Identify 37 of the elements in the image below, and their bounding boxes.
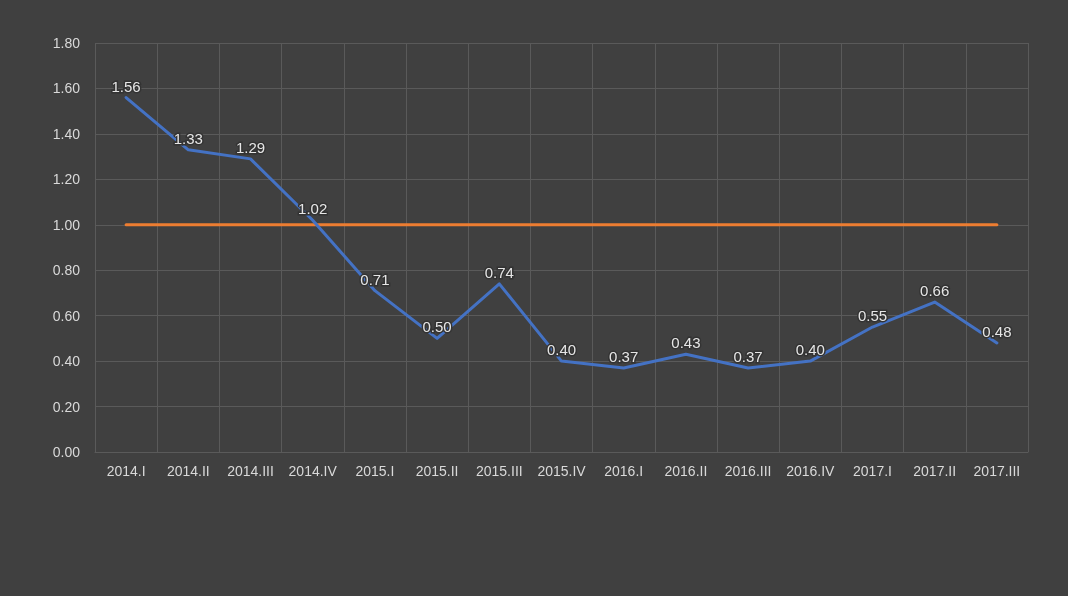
data-label: 0.48 bbox=[982, 322, 1012, 340]
data-label: 0.43 bbox=[671, 334, 701, 352]
y-tick-label: 0.40 bbox=[52, 353, 81, 370]
x-tick-label: 2014.I bbox=[106, 463, 146, 479]
data-label: 0.40 bbox=[795, 341, 825, 359]
y-tick-label: 0.80 bbox=[52, 262, 81, 279]
x-tick-label: 2014.II bbox=[166, 463, 210, 479]
x-tick-label: 2014.III bbox=[227, 463, 274, 479]
y-tick-label: 0.60 bbox=[52, 307, 81, 324]
data-label: 0.74 bbox=[484, 263, 514, 281]
y-tick-label: 1.60 bbox=[52, 80, 81, 97]
data-label: 1.29 bbox=[235, 138, 266, 156]
y-tick-label: 1.40 bbox=[52, 125, 81, 142]
x-tick-label: 2015.II bbox=[415, 463, 459, 479]
x-tick-label: 2016.I bbox=[604, 463, 644, 479]
data-label: 0.37 bbox=[733, 347, 763, 365]
x-tick-label: 2017.III bbox=[973, 463, 1021, 479]
x-tick-label: 2015.I bbox=[355, 463, 395, 479]
x-tick-label: 2014.IV bbox=[288, 463, 338, 479]
x-tick-label: 2015.IV bbox=[537, 463, 587, 479]
data-label: 1.56 bbox=[111, 77, 141, 95]
x-tick-label: 2017.I bbox=[853, 463, 892, 479]
y-tick-label: 0.20 bbox=[52, 398, 81, 415]
y-tick-label: 1.20 bbox=[52, 171, 81, 188]
x-tick-label: 2016.III bbox=[724, 463, 772, 479]
y-tick-label: 0.00 bbox=[52, 444, 81, 460]
data-label: 0.37 bbox=[609, 347, 639, 365]
data-label: 0.55 bbox=[857, 307, 888, 325]
y-tick-label: 1.00 bbox=[52, 216, 81, 233]
y-tick-label: 1.80 bbox=[52, 35, 81, 51]
x-tick-label: 2016.IV bbox=[786, 463, 836, 479]
x-tick-label: 2016.II bbox=[664, 463, 708, 479]
data-label: 1.33 bbox=[173, 129, 203, 147]
x-tick-label: 2015.III bbox=[475, 463, 523, 479]
data-label: 0.66 bbox=[920, 282, 950, 300]
x-tick-label: 2017.II bbox=[913, 463, 957, 479]
data-label: 0.50 bbox=[422, 318, 452, 336]
